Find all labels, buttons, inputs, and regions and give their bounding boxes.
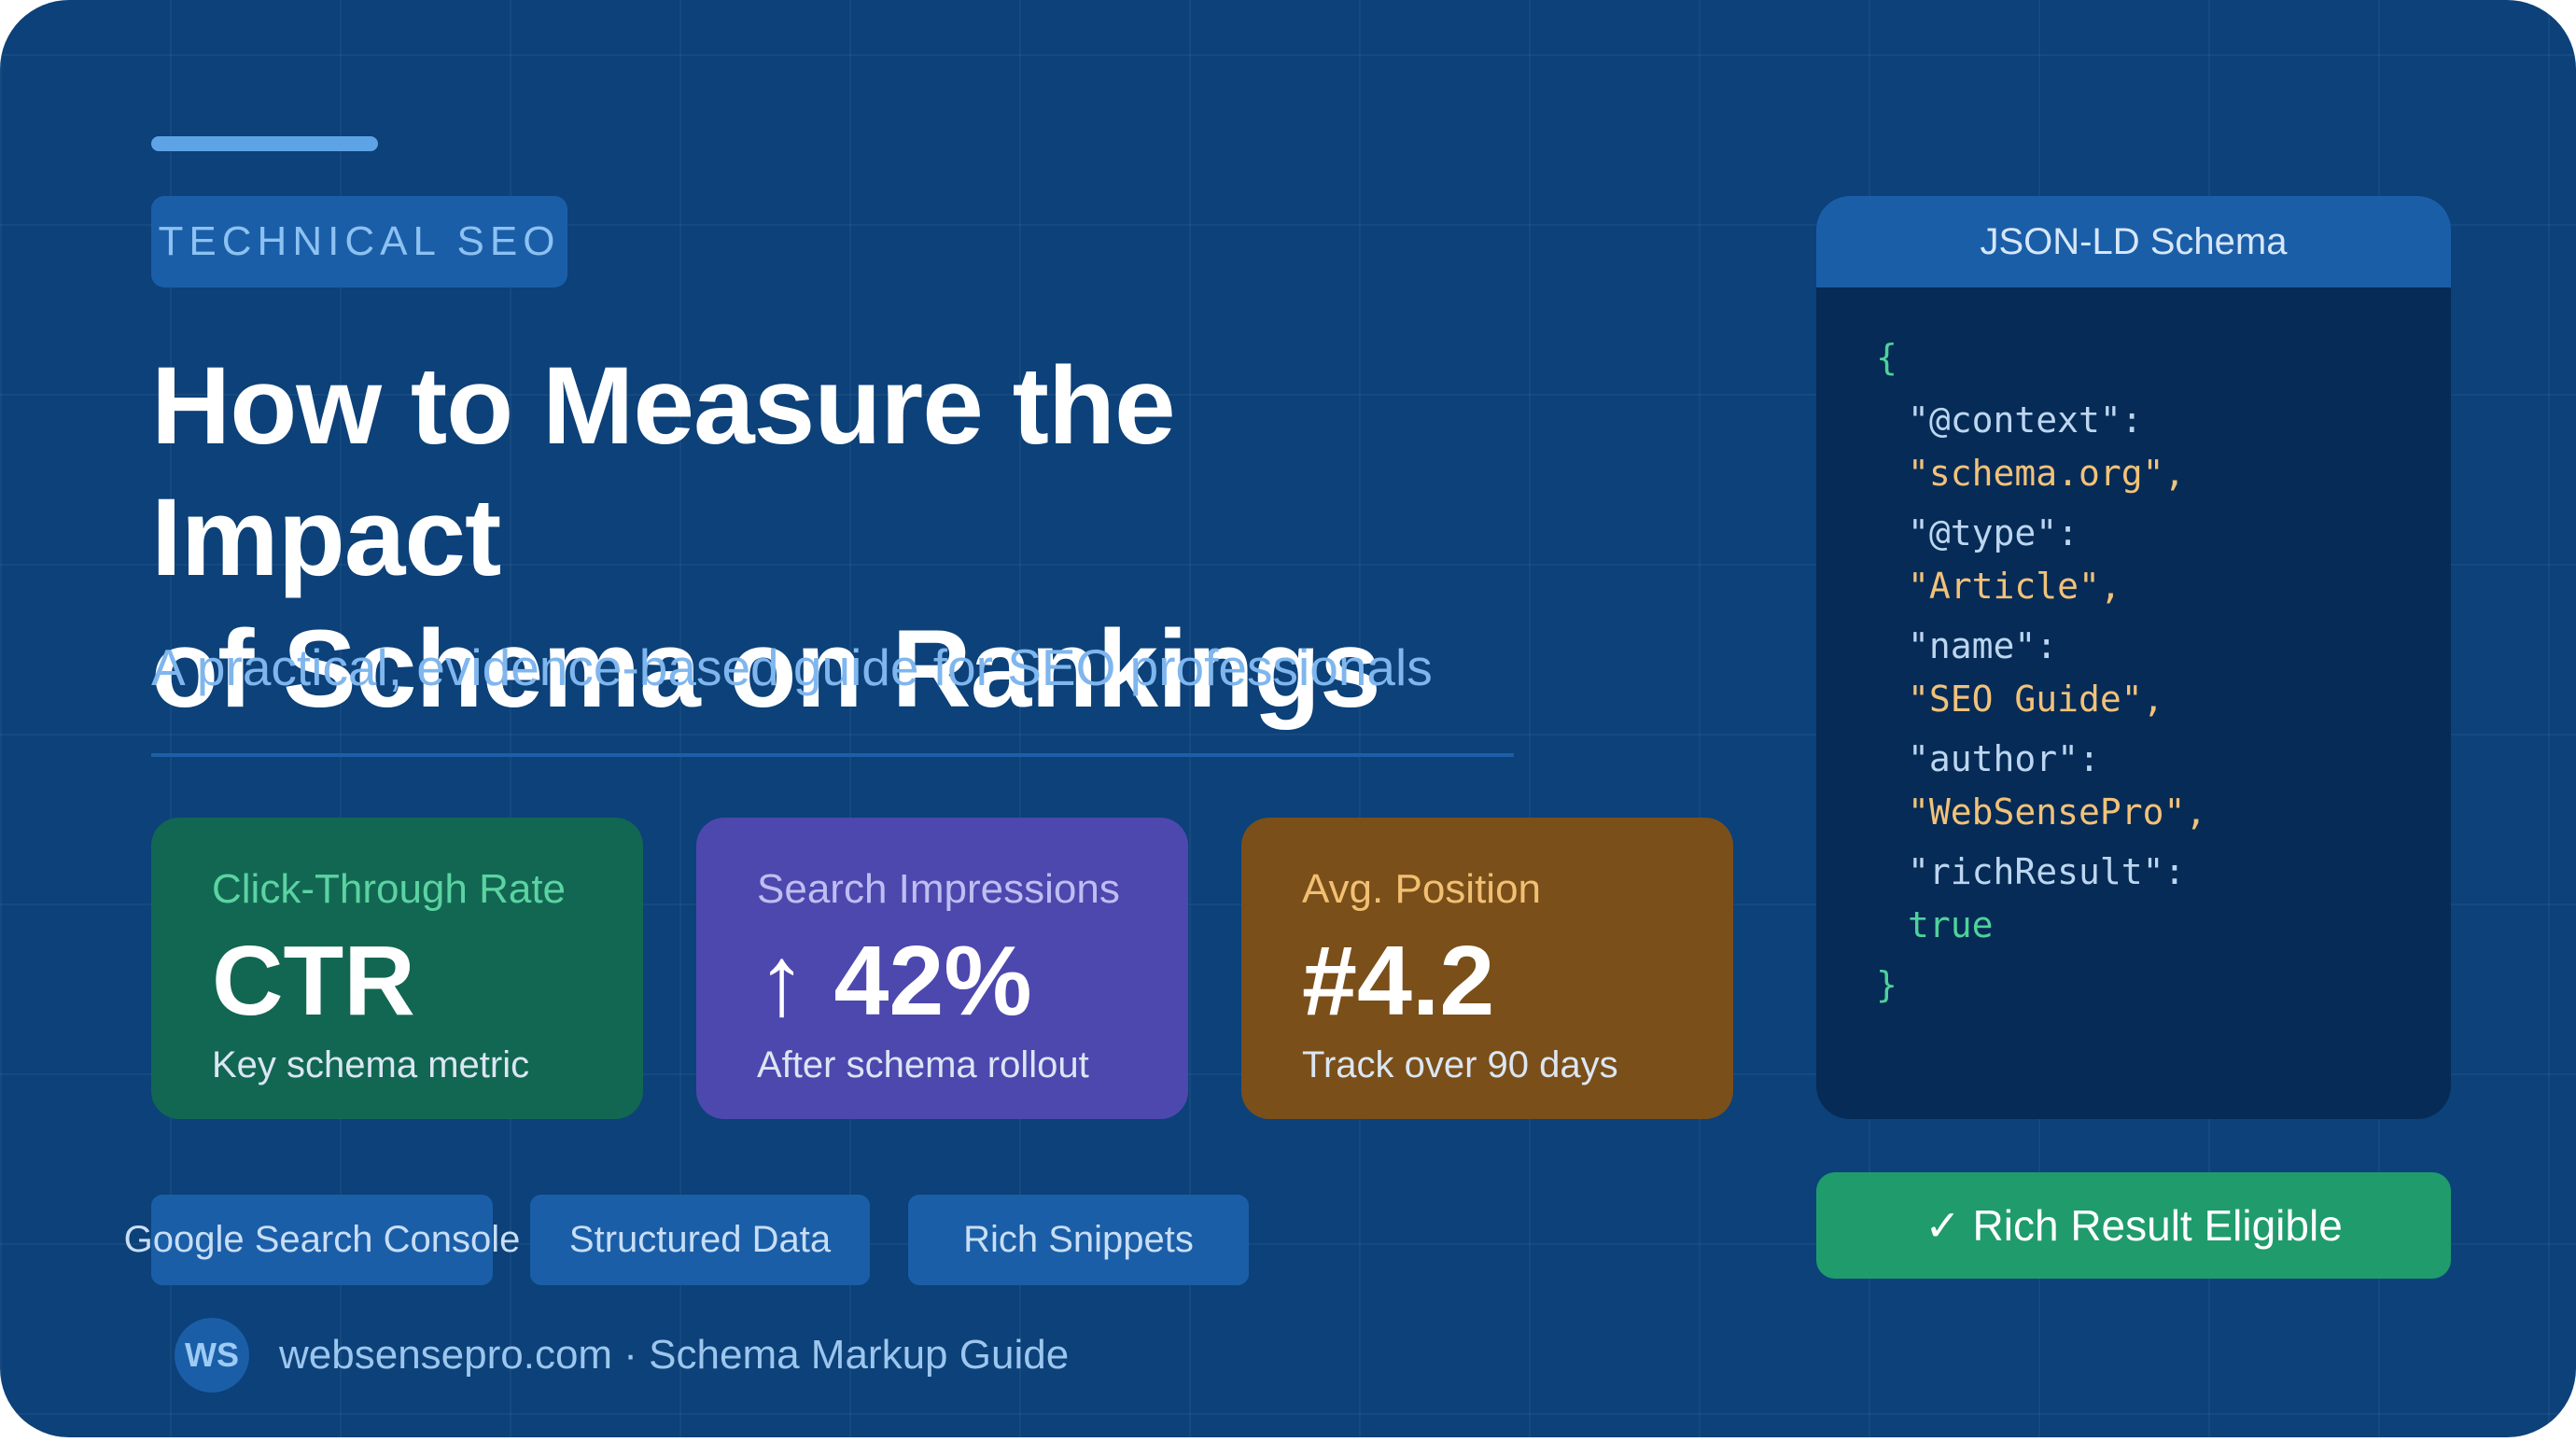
stat-value: ↑ 42% [757, 926, 1032, 1036]
topic-pill-google-search-console: Google Search Console [124, 1195, 520, 1285]
code-line: "richResult": [1908, 851, 2186, 892]
topic-pill-structured-data: Structured Data [530, 1195, 870, 1285]
code-line: "WebSensePro", [1908, 791, 2207, 833]
stat-value: CTR [212, 926, 415, 1036]
avatar: WS [175, 1318, 249, 1393]
page-title: How to Measure the Impact of Schema on R… [151, 341, 1551, 735]
code-line: "@context": [1908, 399, 2143, 441]
footer-text: websensepro.com · Schema Markup Guide [279, 1332, 1070, 1378]
code-panel-title: JSON-LD Schema [1816, 196, 2451, 287]
code-line: } [1876, 964, 1897, 1005]
accent-bar [151, 136, 378, 151]
code-line: "schema.org", [1908, 453, 2186, 494]
stat-label: Search Impressions [757, 866, 1120, 912]
stat-note: After schema rollout [757, 1044, 1089, 1085]
json-ld-code-panel: JSON-LD Schema { "@context": "schema.org… [1816, 196, 2451, 1119]
stat-value: #4.2 [1302, 926, 1495, 1036]
divider [151, 753, 1514, 757]
title-line-2: of Schema on Rankings [151, 608, 1381, 731]
topic-pill-rich-snippets: Rich Snippets [908, 1195, 1249, 1285]
code-line: { [1876, 337, 1897, 378]
code-line: "@type": [1908, 512, 2079, 553]
footer: WS websensepro.com · Schema Markup Guide [175, 1318, 1069, 1393]
category-tag: TECHNICAL SEO [151, 196, 567, 287]
stat-note: Track over 90 days [1302, 1044, 1618, 1085]
title-line-1: How to Measure the Impact [151, 344, 1176, 599]
stat-label: Click-Through Rate [212, 866, 567, 912]
stat-label: Avg. Position [1302, 866, 1542, 912]
stat-card-impressions: Search Impressions ↑ 42% After schema ro… [696, 818, 1188, 1119]
rich-result-eligible-badge: ✓ Rich Result Eligible [1816, 1172, 2451, 1279]
code-line: "Article", [1908, 566, 2121, 607]
code-line: true [1908, 904, 1994, 945]
code-line: "name": [1908, 625, 2058, 666]
stat-card-ctr: Click-Through Rate CTR Key schema metric [151, 818, 643, 1119]
stat-card-position: Avg. Position #4.2 Track over 90 days [1241, 818, 1733, 1119]
code-line: "SEO Guide", [1908, 679, 2164, 720]
code-line: "author": [1908, 738, 2100, 779]
subtitle: A practical, evidence-based guide for SE… [151, 638, 1433, 696]
stat-note: Key schema metric [212, 1044, 530, 1085]
